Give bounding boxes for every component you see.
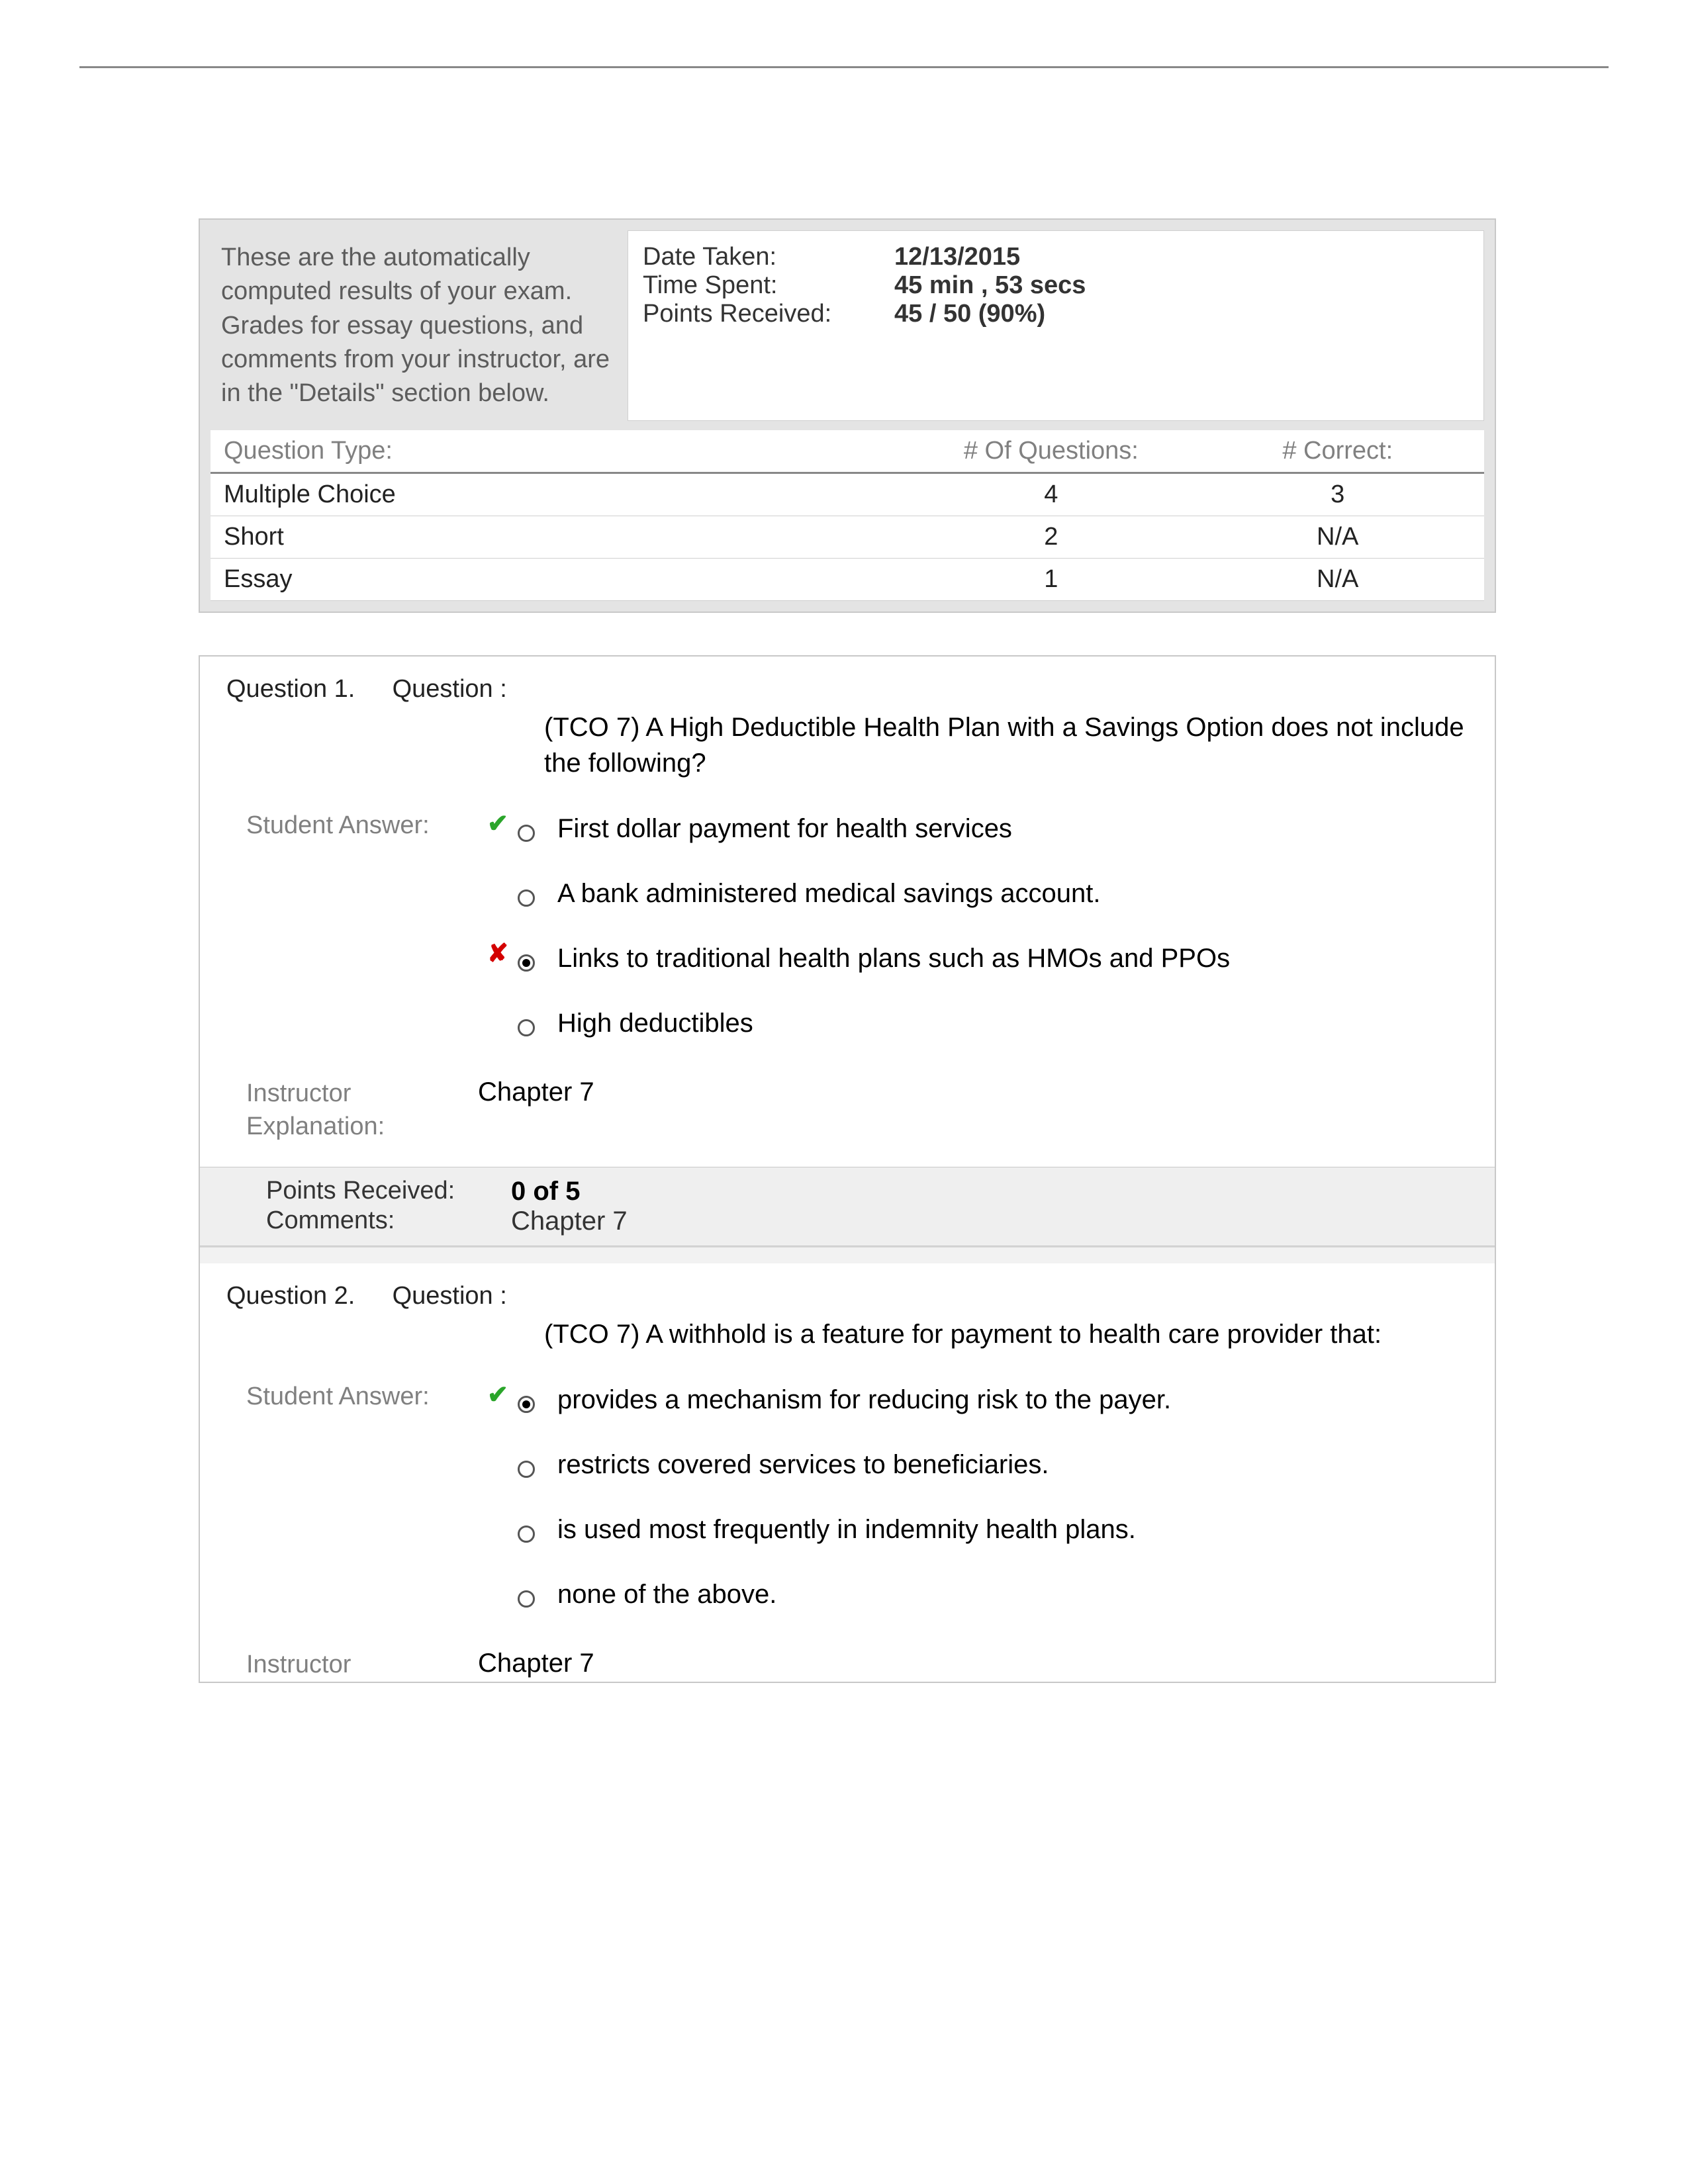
instructor-explanation-value: Chapter 7	[478, 1077, 1468, 1143]
question-number-label: Question 1. Question :	[226, 675, 544, 704]
option-text: restricts covered services to beneficiar…	[557, 1447, 1468, 1482]
stat-label-time: Time Spent:	[643, 271, 894, 300]
instructor-explanation: Instructor Explanation: Chapter 7	[226, 1077, 1468, 1143]
question-header: Question 2. Question : (TCO 7) A withhol…	[226, 1282, 1468, 1352]
radio-icon	[518, 876, 557, 897]
cell-type: Short	[211, 516, 911, 559]
answer-option: ✔ First dollar payment for health servic…	[478, 811, 1468, 846]
question-text: (TCO 7) A withhold is a feature for paym…	[544, 1282, 1468, 1352]
comments-label: Comments:	[226, 1206, 511, 1236]
summary-stat-row: Points Received: 45 / 50 (90%)	[643, 300, 1469, 328]
answer-options: ✔ First dollar payment for health servic…	[478, 811, 1468, 1071]
radio-icon	[518, 1383, 557, 1403]
cell-type: Essay	[211, 559, 911, 601]
answer-option: restricts covered services to beneficiar…	[478, 1447, 1468, 1482]
page-content: These are the automatically computed res…	[199, 218, 1496, 1683]
option-text: High deductibles	[557, 1006, 1468, 1040]
cell-count: 2	[911, 516, 1191, 559]
points-received-value: 0 of 5	[511, 1177, 1468, 1206]
summary-stat-row: Time Spent: 45 min , 53 secs	[643, 271, 1469, 300]
answer-option: ✔ provides a mechanism for reducing risk…	[478, 1383, 1468, 1417]
instructor-explanation-label: Instructor	[226, 1649, 478, 1681]
col-num-questions: # Of Questions:	[911, 430, 1191, 473]
answer-option: A bank administered medical savings acco…	[478, 876, 1468, 911]
instructor-explanation: Instructor Chapter 7	[226, 1649, 1468, 1681]
radio-icon	[518, 941, 557, 962]
option-text: is used most frequently in indemnity hea…	[557, 1512, 1468, 1547]
stat-value-time: 45 min , 53 secs	[894, 271, 1469, 300]
summary-stats: Date Taken: 12/13/2015 Time Spent: 45 mi…	[628, 230, 1484, 421]
question-separator	[200, 1246, 1495, 1263]
comments-row: Comments: Chapter 7	[226, 1206, 1468, 1236]
student-answer-block: Student Answer: ✔ provides a mechanism f…	[226, 1383, 1468, 1642]
student-answer-label: Student Answer:	[226, 1383, 478, 1411]
radio-icon	[518, 1577, 557, 1598]
comments-value: Chapter 7	[511, 1206, 1468, 1236]
question-word: Question :	[393, 1282, 507, 1310]
option-text: none of the above.	[557, 1577, 1468, 1612]
details-panel: Question 1. Question : (TCO 7) A High De…	[199, 655, 1496, 1682]
summary-top: These are the automatically computed res…	[211, 230, 1484, 421]
cell-type: Multiple Choice	[211, 473, 911, 516]
page-top-rule	[79, 66, 1609, 68]
cell-correct: 3	[1191, 473, 1484, 516]
question-block: Question 2. Question : (TCO 7) A withhol…	[200, 1263, 1495, 1681]
instructor-explanation-value: Chapter 7	[478, 1649, 1468, 1681]
question-number-label: Question 2. Question :	[226, 1282, 544, 1310]
cross-icon: ✘	[478, 941, 518, 966]
student-answer-label: Student Answer:	[226, 811, 478, 840]
question-number: Question 1.	[226, 675, 385, 704]
question-header: Question 1. Question : (TCO 7) A High De…	[226, 675, 1468, 781]
answer-option: none of the above.	[478, 1577, 1468, 1612]
col-num-correct: # Correct:	[1191, 430, 1484, 473]
cell-correct: N/A	[1191, 516, 1484, 559]
answer-option: is used most frequently in indemnity hea…	[478, 1512, 1468, 1547]
stat-value-points: 45 / 50 (90%)	[894, 300, 1469, 328]
check-icon: ✔	[478, 811, 518, 837]
radio-icon	[518, 1512, 557, 1533]
summary-intro-text: These are the automatically computed res…	[211, 230, 628, 421]
cell-correct: N/A	[1191, 559, 1484, 601]
answer-option: ✘ Links to traditional health plans such…	[478, 941, 1468, 976]
answer-option: High deductibles	[478, 1006, 1468, 1040]
check-icon: ✔	[478, 1383, 518, 1408]
question-block: Question 1. Question : (TCO 7) A High De…	[200, 657, 1495, 1246]
col-question-type: Question Type:	[211, 430, 911, 473]
summary-box: These are the automatically computed res…	[199, 218, 1496, 613]
points-received-row: Points Received: 0 of 5	[226, 1177, 1468, 1206]
table-row: Essay 1 N/A	[211, 559, 1484, 601]
student-answer-block: Student Answer: ✔ First dollar payment f…	[226, 811, 1468, 1071]
answer-options: ✔ provides a mechanism for reducing risk…	[478, 1383, 1468, 1642]
summary-stat-row: Date Taken: 12/13/2015	[643, 243, 1469, 271]
instructor-explanation-label: Instructor Explanation:	[226, 1077, 478, 1143]
option-text: Links to traditional health plans such a…	[557, 941, 1468, 976]
stat-label-date: Date Taken:	[643, 243, 894, 271]
points-bar: Points Received: 0 of 5 Comments: Chapte…	[200, 1167, 1495, 1246]
question-type-table: Question Type: # Of Questions: # Correct…	[211, 430, 1484, 601]
table-header-row: Question Type: # Of Questions: # Correct…	[211, 430, 1484, 473]
radio-icon	[518, 811, 557, 832]
option-text: A bank administered medical savings acco…	[557, 876, 1468, 911]
question-word: Question :	[393, 675, 507, 704]
question-text: (TCO 7) A High Deductible Health Plan wi…	[544, 675, 1468, 781]
option-text: provides a mechanism for reducing risk t…	[557, 1383, 1468, 1417]
option-text: First dollar payment for health services	[557, 811, 1468, 846]
stat-label-points: Points Received:	[643, 300, 894, 328]
radio-icon	[518, 1006, 557, 1026]
question-number: Question 2.	[226, 1282, 385, 1310]
points-received-label: Points Received:	[226, 1177, 511, 1206]
table-row: Multiple Choice 4 3	[211, 473, 1484, 516]
cell-count: 1	[911, 559, 1191, 601]
stat-value-date: 12/13/2015	[894, 243, 1469, 271]
table-row: Short 2 N/A	[211, 516, 1484, 559]
cell-count: 4	[911, 473, 1191, 516]
radio-icon	[518, 1447, 557, 1468]
